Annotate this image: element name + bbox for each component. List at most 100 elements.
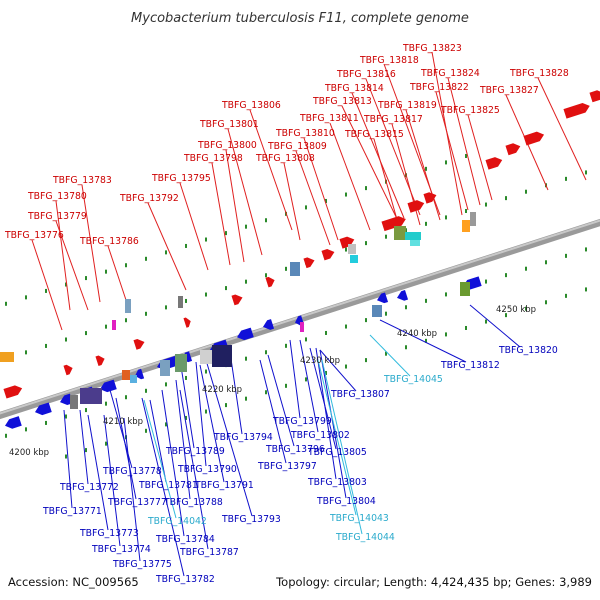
track-tick [225, 286, 227, 291]
track-tick [345, 192, 347, 197]
feature-box [212, 345, 232, 367]
gene-label: TBFG_13789 [165, 446, 225, 457]
reverse-gene-arrow [397, 290, 409, 301]
feature-box [160, 360, 170, 376]
track-tick [405, 305, 407, 310]
track-tick [5, 433, 7, 438]
track-tick [205, 369, 207, 374]
track-tick [25, 427, 27, 432]
map-title: Mycobacterium tuberculosis F11, complete… [131, 11, 469, 26]
gene-label: TBFG_13802 [290, 430, 350, 441]
track-tick [285, 343, 287, 348]
scale-tick-4250: 4250 kbp [496, 305, 536, 315]
gene-label: TBFG_13818 [359, 55, 419, 66]
track-tick [345, 364, 347, 369]
track-tick [425, 298, 427, 303]
rna-gene-labels: TBFG_14045 TBFG_14042 TBFG_14043 TBFG_14… [147, 374, 443, 543]
gene-label: TBFG_14045 [383, 374, 443, 385]
callout-line [315, 347, 337, 480]
track-tick [45, 343, 47, 348]
feature-box [410, 240, 420, 246]
gene-label: TBFG_13801 [199, 119, 259, 130]
track-tick [105, 401, 107, 406]
gene-label: TBFG_13776 [4, 230, 64, 241]
feature-box [300, 322, 304, 332]
track-tick [105, 269, 107, 274]
gene-label: TBFG_13771 [42, 506, 102, 517]
track-tick [505, 313, 507, 318]
callout-line [31, 239, 63, 331]
gene-label: TBFG_13813 [312, 96, 372, 107]
track-tick [245, 396, 247, 401]
track-tick [365, 358, 367, 363]
reverse-gene-arrow [5, 416, 22, 429]
callout-line [63, 409, 73, 509]
track-tick [65, 282, 67, 287]
gene-label: TBFG_13824 [420, 68, 480, 79]
track-tick [525, 306, 527, 311]
gene-label: TBFG_13779 [27, 211, 87, 222]
callout-line [469, 304, 521, 348]
callout-line [79, 409, 89, 485]
track-tick [305, 337, 307, 342]
gene-label: TBFG_13797 [257, 461, 317, 472]
forward-gene-arrow [485, 157, 503, 170]
gene-label: TBFG_13790 [177, 464, 237, 475]
feature-box [70, 395, 78, 409]
track-tick [45, 420, 47, 425]
gene-label: TBFG_13774 [91, 544, 151, 555]
track-tick [285, 266, 287, 271]
track-tick [145, 388, 147, 393]
track-tick [265, 273, 267, 278]
callout-line [55, 220, 89, 311]
track-tick [525, 189, 527, 194]
gene-label: TBFG_13825 [440, 105, 500, 116]
track-tick [65, 414, 67, 419]
callout-line [175, 379, 191, 500]
track-tick [365, 186, 367, 191]
forward-gene-arrow [63, 364, 73, 376]
gene-label: TBFG_13810 [275, 128, 335, 139]
feature-box [130, 375, 137, 383]
track-tick [365, 241, 367, 246]
callout-line [115, 397, 137, 500]
feature-box [0, 352, 14, 362]
reverse-gene-arrow [60, 393, 73, 406]
reverse-gene-arrow [237, 327, 254, 341]
track-tick [505, 273, 507, 278]
scale-ticks: 4200 kbp 4210 kbp 4220 kbp 4230 kbp 4240… [9, 305, 536, 458]
track-tick [205, 237, 207, 242]
track-tick [545, 260, 547, 265]
track-tick [525, 266, 527, 271]
reverse-gene-arrow [377, 292, 389, 304]
gene-label: TBFG_13798 [183, 153, 243, 164]
callout-line [341, 105, 401, 226]
feature-box [394, 226, 406, 240]
callout-line [317, 359, 357, 516]
reverse-gene-arrow [135, 368, 145, 380]
track-tick [465, 153, 467, 158]
callout-line [329, 122, 371, 231]
reverse-gene-labels: TBFG_13820 TBFG_13812 TBFG_13807 TBFG_13… [42, 345, 558, 585]
track-tick [225, 403, 227, 408]
callout-line [319, 349, 357, 392]
feature-box [462, 220, 470, 232]
track-tick [145, 311, 147, 316]
scale-tick-4200: 4200 kbp [9, 448, 49, 458]
forward-gene-arrow [523, 131, 545, 146]
callout-line [211, 162, 231, 266]
track-tick [85, 448, 87, 453]
topology-text: Topology: circular; Length: 4,424,435 bp… [275, 575, 592, 589]
gene-label: TBFG_13795 [151, 173, 211, 184]
callout-line [141, 397, 185, 577]
callout-line [267, 354, 295, 447]
scale-tick-4210: 4210 kbp [103, 417, 143, 427]
callout-line [467, 114, 493, 201]
track-tick [165, 422, 167, 427]
track-tick [585, 287, 587, 292]
track-tick [465, 325, 467, 330]
track-tick [225, 231, 227, 236]
gene-label: TBFG_13809 [267, 141, 327, 152]
callout-line [369, 334, 411, 377]
